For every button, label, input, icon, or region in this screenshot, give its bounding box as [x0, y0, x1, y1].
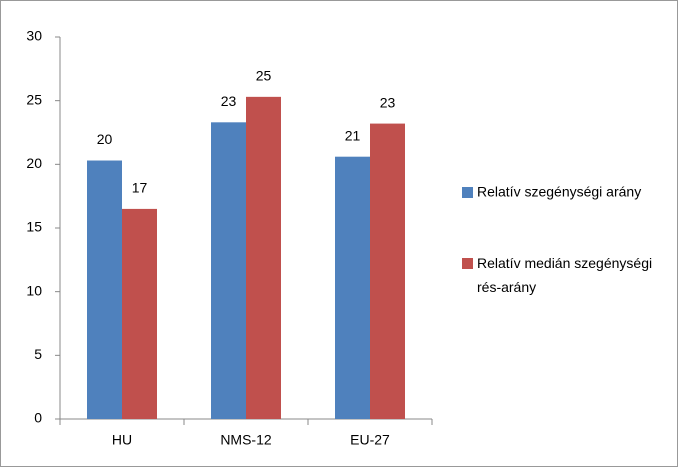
legend-swatch	[462, 258, 473, 269]
value-label: 23	[221, 93, 237, 109]
value-label: 23	[380, 94, 396, 110]
value-label: 25	[256, 68, 272, 84]
y-tick-label: 30	[26, 28, 42, 44]
y-tick-label: 20	[26, 155, 42, 171]
y-tick-label: 5	[34, 346, 42, 362]
bar	[87, 160, 122, 419]
x-tick-label: HU	[112, 432, 132, 448]
bar	[211, 122, 246, 420]
y-tick-label: 10	[26, 282, 42, 298]
bar	[246, 96, 281, 419]
y-tick-label: 15	[26, 219, 42, 235]
x-tick-label: EU-27	[350, 432, 390, 448]
value-label: 21	[345, 127, 361, 143]
x-tick-label: NMS-12	[220, 432, 272, 448]
legend-label: Relatív medián szegénységi rés-arány	[477, 255, 656, 295]
bar	[370, 123, 405, 419]
value-label: 20	[97, 131, 113, 147]
legend-swatch	[462, 187, 473, 198]
y-tick-label: 0	[34, 410, 42, 426]
bar	[122, 208, 157, 419]
y-tick-label: 25	[26, 91, 42, 107]
legend-label: Relatív szegénységi arány	[477, 184, 641, 200]
value-label: 17	[132, 180, 148, 196]
bar	[335, 156, 370, 419]
